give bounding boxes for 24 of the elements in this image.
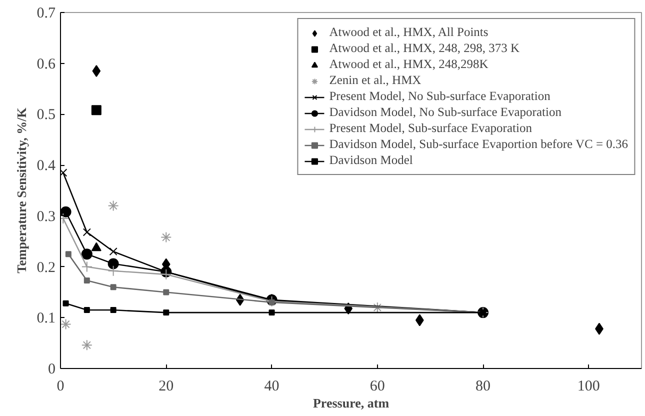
x-tick-label: 100 <box>577 378 600 394</box>
legend-label: Atwood et al., HMX, 248, 298, 373 K <box>329 41 520 56</box>
y-tick-label: 0 <box>48 362 56 378</box>
x-tick-label: 80 <box>476 378 491 394</box>
y-axis-title: Temperature Sensitivity, %/K <box>14 106 29 274</box>
legend-label: Zenin et al., HMX <box>329 73 422 88</box>
y-tick-label: 0.4 <box>36 158 56 174</box>
legend-label: Atwood et al., HMX, 248,298K <box>329 57 488 72</box>
x-tick-label: 40 <box>264 378 280 394</box>
y-tick-label: 0.1 <box>36 310 56 327</box>
legend-label: Davidson Model <box>329 153 413 168</box>
x-axis-title: Pressure, atm <box>312 396 390 410</box>
legend-label: Present Model, No Sub-surface Evaporation <box>329 89 550 104</box>
legend-label: Present Model, Sub-surface Evaporation <box>329 121 532 136</box>
x-tick-label: 20 <box>158 378 174 394</box>
x-tick-label: 60 <box>370 378 385 394</box>
y-tick-label: 0.3 <box>36 208 56 225</box>
legend-label: Davidson Model, Sub-surface Evaportion before VC = 0.36 <box>329 137 628 152</box>
legend-label: Davidson Model, No Sub-surface Evaporation <box>329 105 562 120</box>
y-tick-label: 0.6 <box>36 56 56 72</box>
y-tick-label: 0.7 <box>36 6 56 22</box>
y-tick-label: 0.2 <box>36 260 56 276</box>
legend-label: Atwood et al., HMX, All Points <box>329 25 488 40</box>
y-tick-label: 0.5 <box>36 107 56 124</box>
